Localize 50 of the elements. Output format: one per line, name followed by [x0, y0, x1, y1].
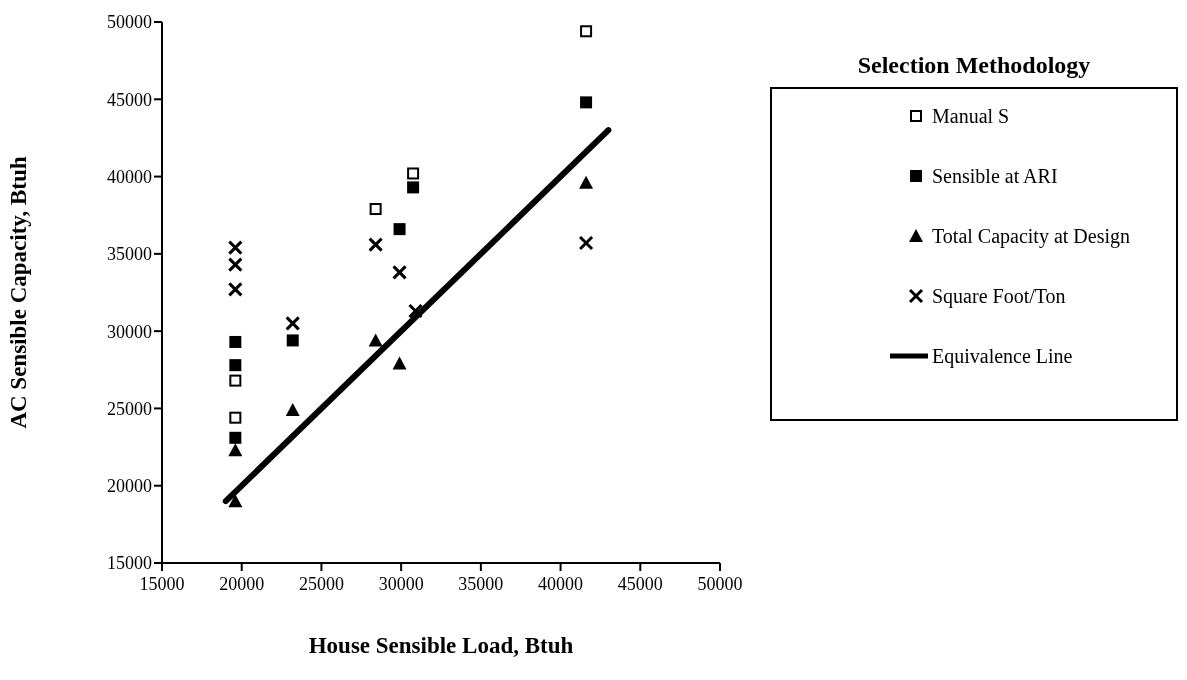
- point: [368, 237, 384, 253]
- point: [407, 167, 420, 180]
- x-tick-label: 30000: [378, 573, 424, 594]
- point: [229, 431, 242, 444]
- legend-label: Total Capacity at Design: [932, 224, 1131, 249]
- x-tick-label: 15000: [139, 573, 185, 594]
- legend-label: Equivalence Line: [932, 344, 1074, 369]
- y-tick-label: 45000: [107, 89, 152, 110]
- legend-label: Sensible at ARI: [932, 164, 1059, 189]
- legend-label: Manual S: [932, 104, 1011, 129]
- point: [407, 303, 423, 319]
- point: [285, 402, 300, 416]
- x-tick-label: 40000: [538, 573, 584, 594]
- x-tick-label: 25000: [298, 573, 344, 594]
- x-tick-label: 50000: [697, 573, 743, 594]
- y-axis-title: AC Sensible Capacity, Btuh: [6, 156, 32, 429]
- point: [369, 203, 382, 216]
- point: [580, 96, 593, 109]
- x-tick-label: 20000: [219, 573, 265, 594]
- point: [228, 494, 243, 508]
- point: [286, 334, 299, 347]
- y-tick-label: 40000: [107, 166, 152, 187]
- point: [393, 223, 406, 236]
- point: [579, 175, 594, 189]
- point: [578, 235, 594, 251]
- point: [285, 315, 301, 331]
- point: [229, 335, 242, 348]
- point: [228, 443, 243, 457]
- point: [227, 281, 243, 297]
- point: [227, 240, 243, 256]
- legend-label: Square Foot/Ton: [932, 284, 1067, 309]
- point: [407, 181, 420, 194]
- y-tick-label: 30000: [107, 321, 152, 342]
- point: [580, 25, 593, 38]
- y-tick-label: 35000: [107, 244, 152, 265]
- y-tick-label: 50000: [107, 12, 152, 33]
- y-tick-label: 20000: [107, 476, 152, 497]
- point: [392, 264, 408, 280]
- y-tick-label: 15000: [107, 553, 152, 574]
- point: [229, 411, 242, 424]
- x-tick-label: 35000: [458, 573, 504, 594]
- legend-title: Selection Methodology: [856, 52, 1092, 79]
- point: [229, 359, 242, 372]
- point: [229, 374, 242, 387]
- x-tick-label: 45000: [617, 573, 663, 594]
- y-tick-label: 25000: [107, 398, 152, 419]
- point: [227, 257, 243, 273]
- x-axis-title: House Sensible Load, Btuh: [308, 633, 574, 658]
- point: [368, 333, 383, 347]
- point: [392, 356, 407, 370]
